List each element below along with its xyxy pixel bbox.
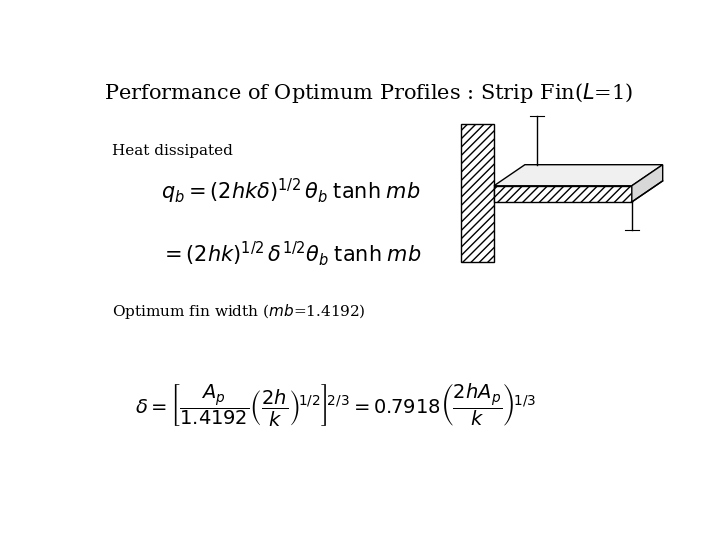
Text: Performance of Optimum Profiles : Strip Fin($L$=1): Performance of Optimum Profiles : Strip … xyxy=(104,82,634,105)
Polygon shape xyxy=(494,186,632,202)
Text: $\delta = \left[\dfrac{A_p}{1.4192}\left(\dfrac{2h}{k}\right)^{\!1/2}\right]^{\!: $\delta = \left[\dfrac{A_p}{1.4192}\left… xyxy=(135,381,536,428)
Text: $q_b = (2hk\delta)^{1/2}\,\theta_b\;\mathrm{tanh}\;mb$: $q_b = (2hk\delta)^{1/2}\,\theta_b\;\mat… xyxy=(161,177,420,206)
Polygon shape xyxy=(494,165,662,186)
FancyBboxPatch shape xyxy=(461,124,494,262)
Text: $= (2hk)^{1/2}\,\delta^{1/2}\theta_b\;\mathrm{tanh}\;mb$: $= (2hk)^{1/2}\,\delta^{1/2}\theta_b\;\m… xyxy=(160,239,422,268)
Polygon shape xyxy=(632,165,662,202)
Text: Heat dissipated: Heat dissipated xyxy=(112,144,233,158)
Text: Optimum fin width ($mb$=1.4192): Optimum fin width ($mb$=1.4192) xyxy=(112,302,366,321)
